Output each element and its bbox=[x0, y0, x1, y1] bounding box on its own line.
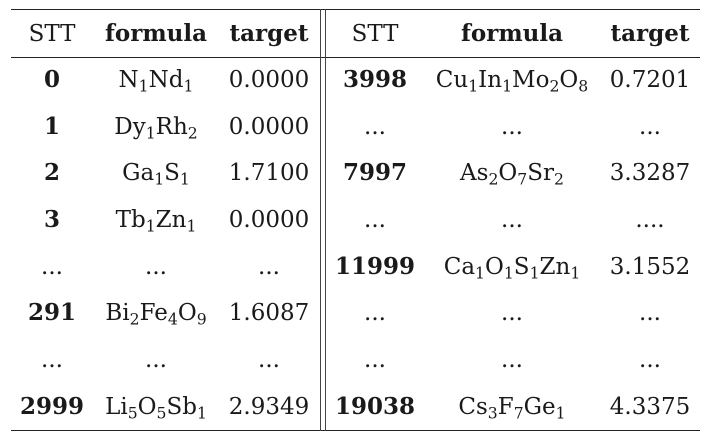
stt-cell-right: ... bbox=[364, 347, 386, 373]
target-cell-right: .... bbox=[635, 207, 665, 233]
formula-cell-right: Cu1In1Mo2O8 bbox=[435, 67, 589, 96]
stt-cell-left: ... bbox=[41, 254, 63, 280]
formula-cell-left: N1Nd1 bbox=[118, 67, 194, 96]
stt-cell-left: 1 bbox=[43, 113, 60, 140]
target-cell-right: 3.1552 bbox=[609, 254, 691, 280]
header-stt-right: STT bbox=[351, 21, 399, 47]
target-cell-left: 2.9349 bbox=[228, 394, 310, 420]
header-rule bbox=[11, 57, 700, 58]
target-cell-left: ... bbox=[258, 347, 280, 373]
stt-cell-left: 2 bbox=[43, 159, 60, 186]
formula-cell-right: ... bbox=[501, 300, 523, 326]
target-cell-left: 1.7100 bbox=[228, 160, 310, 186]
formula-cell-right: ... bbox=[501, 347, 523, 373]
stt-cell-right: 7997 bbox=[342, 159, 407, 186]
stt-cell-right: ... bbox=[364, 300, 386, 326]
formula-cell-left: Ga1S1 bbox=[122, 160, 190, 189]
target-cell-right: 3.3287 bbox=[609, 160, 691, 186]
target-cell-right: ... bbox=[639, 114, 661, 140]
formula-cell-right: Ca1O1S1Zn1 bbox=[443, 254, 581, 283]
stt-cell-left: 2999 bbox=[19, 393, 84, 420]
header-stt-left: STT bbox=[28, 21, 76, 47]
column-divider bbox=[325, 9, 326, 431]
header-target-right: target bbox=[610, 20, 690, 47]
target-cell-right: 4.3375 bbox=[609, 394, 691, 420]
formula-cell-right: Cs3F7Ge1 bbox=[458, 394, 566, 423]
formula-cell-left: ... bbox=[145, 254, 167, 280]
column-divider bbox=[320, 9, 321, 431]
stt-cell-right: 19038 bbox=[334, 393, 416, 420]
target-cell-left: 0.0000 bbox=[228, 207, 310, 233]
target-cell-left: 0.0000 bbox=[228, 114, 310, 140]
stt-cell-left: ... bbox=[41, 347, 63, 373]
target-cell-right: ... bbox=[639, 300, 661, 326]
formula-cell-left: Dy1Rh2 bbox=[114, 114, 198, 143]
stt-cell-right: 11999 bbox=[334, 253, 416, 280]
stt-cell-right: ... bbox=[364, 207, 386, 233]
formula-cell-right: ... bbox=[501, 207, 523, 233]
stt-cell-left: 291 bbox=[27, 299, 76, 326]
target-cell-left: 0.0000 bbox=[228, 67, 310, 93]
target-cell-right: ... bbox=[639, 347, 661, 373]
formula-cell-left: Li5O5Sb1 bbox=[105, 394, 207, 423]
top-rule bbox=[11, 9, 700, 10]
header-formula-left: formula bbox=[104, 20, 208, 47]
stt-cell-right: 3998 bbox=[342, 66, 407, 93]
formula-cell-right: ... bbox=[501, 114, 523, 140]
header-formula-right: formula bbox=[460, 20, 564, 47]
stt-cell-right: ... bbox=[364, 114, 386, 140]
stt-cell-left: 3 bbox=[43, 206, 60, 233]
formula-cell-left: ... bbox=[145, 347, 167, 373]
target-cell-left: ... bbox=[258, 254, 280, 280]
stt-cell-left: 0 bbox=[43, 66, 60, 93]
formula-cell-right: As2O7Sr2 bbox=[460, 160, 564, 189]
header-target-left: target bbox=[229, 20, 309, 47]
target-cell-right: 0.7201 bbox=[609, 67, 691, 93]
formula-cell-left: Bi2Fe4O9 bbox=[105, 300, 207, 329]
formula-cell-left: Tb1Zn1 bbox=[115, 207, 197, 236]
bottom-rule bbox=[11, 430, 700, 431]
target-cell-left: 1.6087 bbox=[228, 300, 310, 326]
